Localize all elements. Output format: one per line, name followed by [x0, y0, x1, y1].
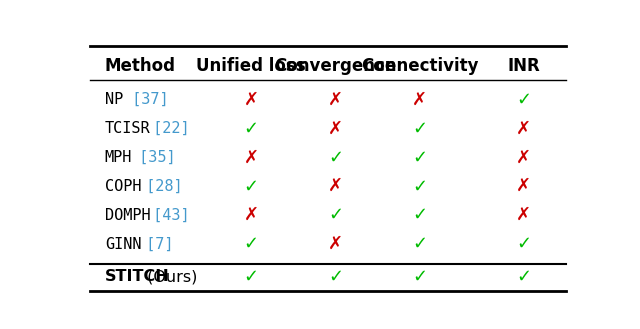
Text: ✓: ✓: [328, 148, 343, 166]
Text: ✗: ✗: [516, 148, 531, 166]
Text: ✓: ✓: [244, 235, 259, 253]
Text: ✗: ✗: [328, 119, 343, 138]
Text: [22]: [22]: [144, 121, 189, 136]
Text: DOMPH: DOMPH: [105, 208, 150, 223]
Text: Unified loss: Unified loss: [196, 57, 306, 75]
Text: [7]: [7]: [137, 237, 173, 252]
Text: ✓: ✓: [516, 235, 531, 253]
Text: ✓: ✓: [328, 206, 343, 224]
Text: Method: Method: [105, 57, 176, 75]
Text: ✓: ✓: [412, 235, 428, 253]
Text: ✓: ✓: [328, 268, 343, 286]
Text: ✓: ✓: [412, 206, 428, 224]
Text: ✓: ✓: [516, 268, 531, 286]
Text: Connectivity: Connectivity: [361, 57, 479, 75]
Text: ✓: ✓: [412, 177, 428, 195]
Text: ✗: ✗: [328, 90, 343, 109]
Text: [35]: [35]: [130, 150, 175, 165]
Text: ✗: ✗: [328, 177, 343, 195]
Text: STITCH: STITCH: [105, 269, 170, 284]
Text: ✗: ✗: [516, 177, 531, 195]
Text: ✗: ✗: [516, 206, 531, 224]
Text: ✗: ✗: [244, 148, 259, 166]
Text: Convergence: Convergence: [275, 57, 397, 75]
Text: ✗: ✗: [328, 235, 343, 253]
Text: [28]: [28]: [137, 179, 182, 194]
Text: [43]: [43]: [144, 208, 189, 223]
Text: INR: INR: [508, 57, 540, 75]
Text: ✗: ✗: [412, 90, 428, 109]
Text: MPH: MPH: [105, 150, 132, 165]
Text: [37]: [37]: [123, 92, 168, 107]
Text: NP: NP: [105, 92, 123, 107]
Text: ✓: ✓: [412, 148, 428, 166]
Text: GINN: GINN: [105, 237, 141, 252]
Text: ✓: ✓: [516, 90, 531, 109]
Text: TCISR: TCISR: [105, 121, 150, 136]
Text: ✓: ✓: [412, 268, 428, 286]
Text: ✗: ✗: [244, 206, 259, 224]
Text: ✗: ✗: [516, 119, 531, 138]
Text: ✓: ✓: [412, 119, 428, 138]
Text: ✓: ✓: [244, 177, 259, 195]
Text: ✓: ✓: [244, 268, 259, 286]
Text: ✗: ✗: [244, 90, 259, 109]
Text: (Ours): (Ours): [142, 269, 197, 284]
Text: COPH: COPH: [105, 179, 141, 194]
Text: ✓: ✓: [244, 119, 259, 138]
